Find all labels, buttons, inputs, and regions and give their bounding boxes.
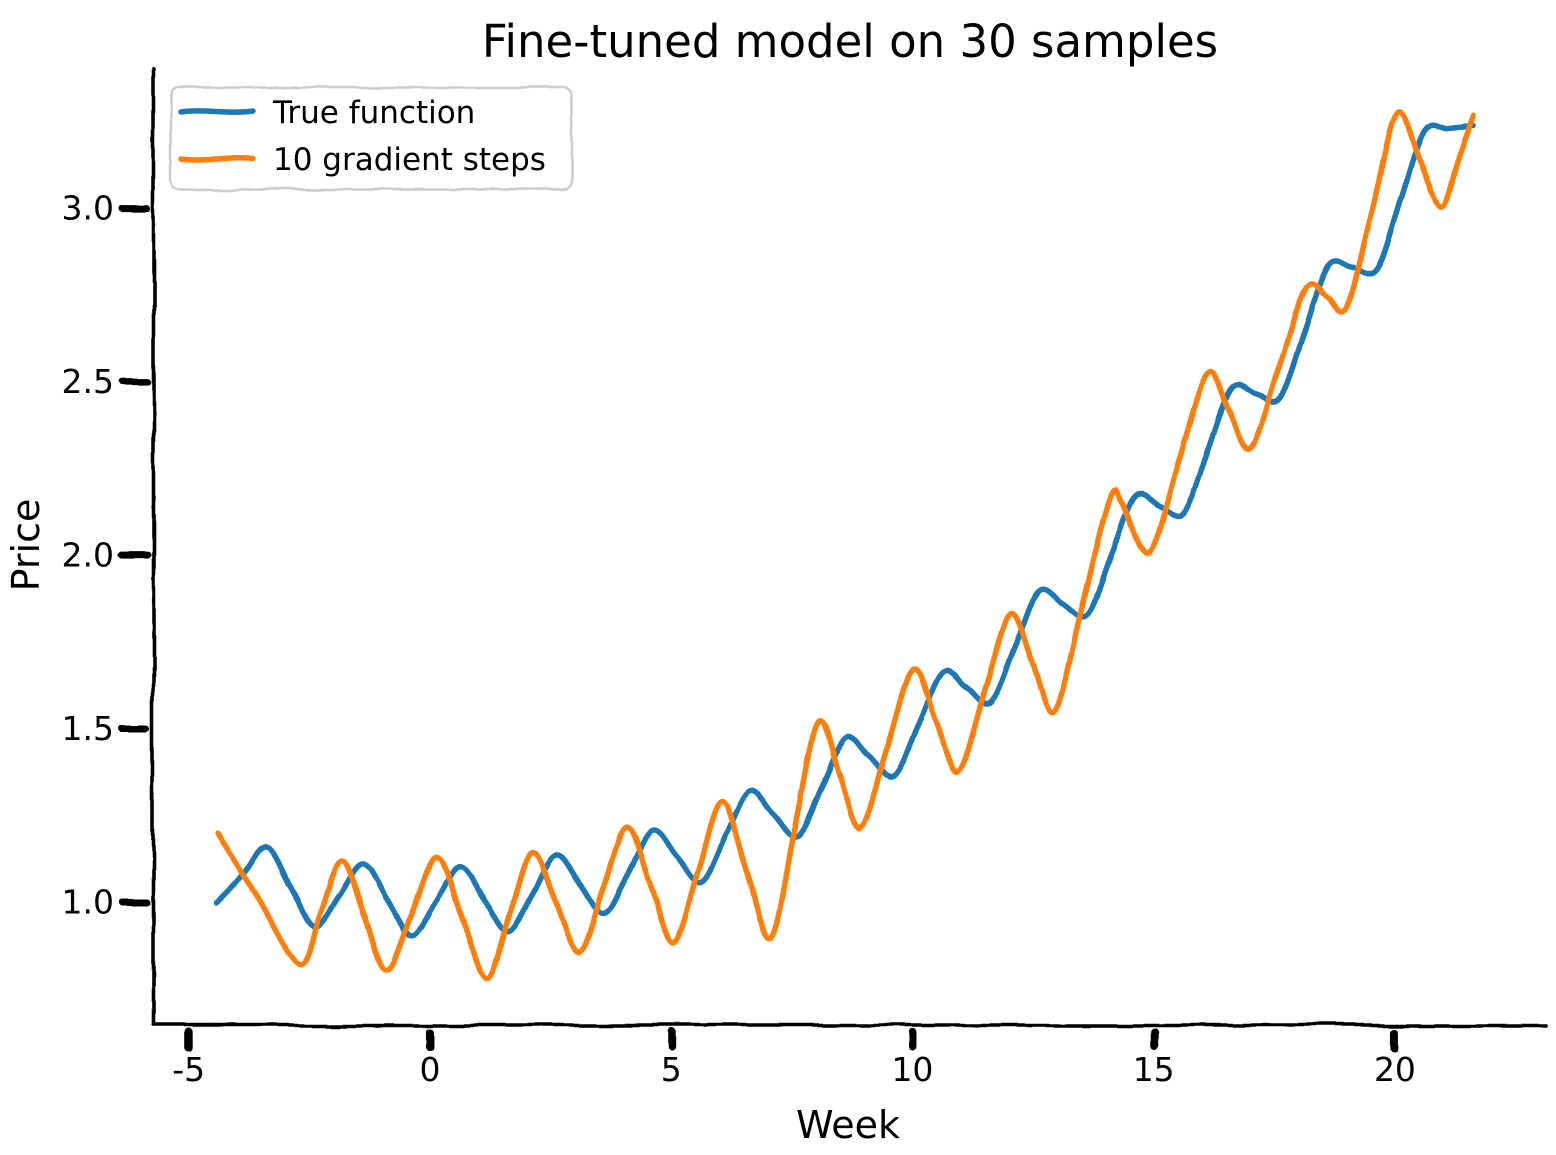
- tick-labels: -5 0 5 10 15 20 1.0 1.5 2.0 2.5 3.0: [62, 189, 1416, 1089]
- x-tick-label: -5: [172, 1050, 205, 1089]
- legend-box: [169, 86, 573, 191]
- y-tick-label: 2.0: [62, 536, 114, 575]
- x-tick-label: 0: [419, 1050, 440, 1089]
- legend-label-true-function: True function: [272, 95, 475, 131]
- plot-series: [213, 109, 1477, 981]
- y-axis-label: Price: [4, 499, 48, 592]
- x-axis-label: Week: [796, 1103, 900, 1147]
- series-line-true-function: [213, 121, 1476, 940]
- y-tick-label: 1.0: [62, 883, 114, 922]
- legend-label-10-gradient-steps: 10 gradient steps: [273, 142, 546, 178]
- x-tick-label: 20: [1374, 1050, 1416, 1089]
- y-tick-label: 1.5: [62, 709, 114, 748]
- y-tick-label: 2.5: [62, 362, 114, 401]
- legend-line-10-gradient-steps: [178, 155, 256, 163]
- chart-title: Fine-tuned model on 30 samples: [482, 15, 1218, 68]
- x-tick-label: 5: [661, 1050, 682, 1089]
- y-tick-label: 3.0: [62, 189, 114, 228]
- axes: [118, 66, 1547, 1051]
- x-tick-label: 15: [1133, 1050, 1175, 1089]
- x-tick-label: 10: [891, 1050, 933, 1089]
- legend-line-true-function: [178, 108, 256, 115]
- series-line-10-gradient-steps: [214, 109, 1477, 981]
- legend: True function 10 gradient steps: [169, 86, 573, 191]
